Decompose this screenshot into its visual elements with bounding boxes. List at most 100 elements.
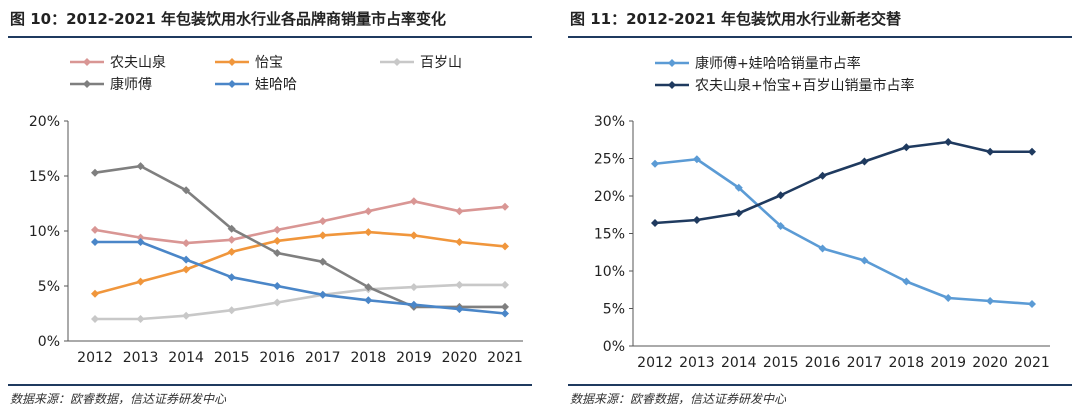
- source-rule: [8, 384, 532, 386]
- series-line-1: [94, 230, 506, 295]
- left-panel: 图 10：2012-2021 年包装饮用水行业各品牌商销量市占率变化 0% 5% 1…: [8, 10, 532, 406]
- data-point: [227, 273, 236, 282]
- data-point: [136, 162, 145, 171]
- data-point: [501, 309, 509, 318]
- data-point: [776, 191, 785, 200]
- data-point: [227, 224, 236, 233]
- series-line-4: [95, 240, 506, 315]
- source-note: 数据来源：欧睿数据，信达证券研发中心: [10, 392, 227, 406]
- y-tick-label: 20%: [594, 189, 625, 205]
- x-tick-label: 2020: [972, 355, 1008, 371]
- data-point: [182, 311, 191, 320]
- data-point: [734, 183, 743, 192]
- data-point: [409, 300, 418, 309]
- data-point: [364, 296, 373, 305]
- right-panel: 图 11：2012-2021 年包装饮用水行业新老交替 0% 5% 10% 15% 20…: [560, 0, 1080, 420]
- y-tick-label: 20%: [29, 114, 60, 130]
- data-point: [227, 306, 236, 315]
- data-point: [273, 298, 282, 307]
- data-point: [986, 297, 995, 305]
- chart-title: 图 10：2012-2021 年包装饮用水行业各品牌商销量市占率变化: [10, 10, 447, 28]
- x-tick-label: 2015: [214, 350, 250, 366]
- data-point: [818, 244, 827, 253]
- x-tick-label: 2012: [77, 350, 113, 366]
- y-tick-label: 25%: [594, 152, 625, 168]
- legend-label: 农夫山泉+怡宝+百岁山销量市占率: [695, 77, 914, 94]
- x-tick-label: 2021: [1014, 355, 1050, 371]
- data-point: [455, 280, 464, 289]
- source-rule: [568, 384, 1072, 386]
- x-tick-label: 2012: [637, 355, 673, 371]
- data-point: [273, 236, 282, 245]
- data-point: [944, 294, 953, 302]
- series-line-0: [654, 157, 1033, 306]
- data-point: [318, 290, 327, 299]
- series-line-1: [654, 140, 1032, 225]
- data-point: [273, 282, 282, 290]
- legend-label: 怡宝: [255, 55, 283, 71]
- data-point: [91, 289, 99, 298]
- data-point: [692, 155, 701, 164]
- data-point: [692, 216, 701, 224]
- data-point: [91, 315, 99, 323]
- x-tick-label: 2014: [721, 355, 757, 371]
- data-point: [455, 305, 464, 314]
- data-point: [227, 247, 236, 256]
- legend-marker: [228, 58, 236, 66]
- data-point: [227, 235, 236, 244]
- x-tick-label: 2019: [930, 355, 966, 371]
- data-point: [182, 239, 191, 248]
- data-point: [1028, 147, 1036, 156]
- data-point: [182, 255, 191, 264]
- x-tick-label: 2013: [123, 350, 159, 366]
- data-point: [364, 228, 373, 237]
- x-tick-label: 2017: [305, 350, 341, 366]
- data-point: [136, 233, 145, 242]
- data-point: [182, 265, 191, 274]
- data-point: [91, 225, 99, 234]
- y-tick-label: 30%: [594, 114, 625, 130]
- x-tick-label: 2018: [351, 350, 387, 366]
- title-rule: [8, 36, 532, 38]
- data-point: [501, 202, 509, 211]
- x-tick-label: 2021: [487, 350, 523, 366]
- data-point: [136, 315, 145, 323]
- data-point: [455, 207, 464, 216]
- data-point: [136, 238, 145, 246]
- legend-label: 康师傅+娃哈哈销量市占率: [695, 55, 861, 72]
- legend-marker: [83, 80, 91, 88]
- old-new-brands-share-chart: 0% 5% 10% 15% 20% 25% 30% 2012 2013 2014 2015 2016 2…: [594, 55, 1050, 371]
- y-tick-label: 10%: [594, 264, 625, 280]
- data-point: [860, 157, 869, 166]
- data-point: [776, 222, 785, 230]
- data-point: [364, 207, 373, 216]
- y-tick-label: 5%: [38, 279, 60, 295]
- data-point: [364, 283, 373, 292]
- x-tick-label: 2014: [168, 350, 204, 366]
- data-point: [501, 280, 509, 289]
- data-point: [318, 217, 327, 226]
- x-tick-label: 2016: [805, 355, 841, 371]
- legend-label: 康师傅: [110, 76, 152, 93]
- data-point: [651, 219, 659, 227]
- data-point: [944, 138, 953, 146]
- market-share-by-brand-chart: 0% 5% 10% 15% 20% 2012 2013 2014 2015 2016 2017 201…: [29, 54, 523, 366]
- x-tick-label: 2018: [889, 355, 925, 371]
- y-tick-label: 5%: [603, 302, 625, 318]
- legend-marker: [228, 80, 236, 88]
- x-tick-label: 2019: [396, 350, 432, 366]
- y-tick-label: 15%: [594, 227, 625, 243]
- legend-marker: [668, 59, 676, 67]
- data-point: [986, 147, 995, 156]
- y-tick-label: 0%: [603, 339, 625, 355]
- data-point: [651, 159, 659, 168]
- data-point: [182, 186, 191, 195]
- data-point: [136, 277, 145, 286]
- x-tick-label: 2017: [847, 355, 883, 371]
- y-tick-label: 15%: [29, 169, 60, 185]
- data-point: [734, 209, 743, 218]
- legend-label: 娃哈哈: [255, 77, 297, 93]
- data-point: [318, 231, 327, 240]
- chart-title: 图 11：2012-2021 年包装饮用水行业新老交替: [570, 10, 902, 28]
- data-point: [818, 171, 827, 180]
